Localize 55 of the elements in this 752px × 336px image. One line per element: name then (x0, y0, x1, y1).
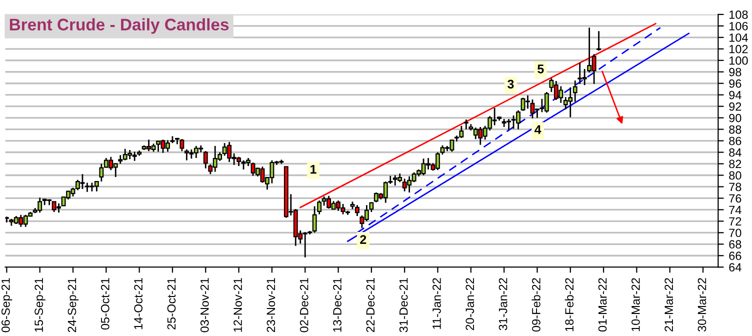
annotation: 1 (310, 164, 316, 174)
x-tick-label: 21-Mar-22 (664, 278, 674, 332)
annotation: 5 (538, 64, 544, 74)
y-tick-label: 80 (729, 171, 742, 180)
y-tick-label: 66 (729, 252, 742, 260)
x-tick-label: 13-Dec-21 (333, 278, 342, 332)
y-tick-label: 106 (729, 22, 748, 30)
x-tick-label: 30-Mar-22 (698, 278, 706, 332)
y-tick-label: 88 (729, 125, 742, 134)
y-tick-label: 108 (729, 10, 748, 19)
x-tick-label: 23-Nov-21 (266, 278, 276, 332)
x-tick-label: 06-Sep-21 (1, 278, 12, 332)
x-tick-label: 18-Feb-22 (564, 278, 574, 332)
y-tick-label: 64 (729, 263, 742, 272)
y-tick-label: 100 (729, 56, 748, 65)
y-tick-label: 76 (729, 194, 742, 203)
y-tick-label: 104 (729, 33, 748, 42)
x-tick-label: 02-Dec-21 (300, 278, 308, 332)
x-tick-label: 24-Sep-21 (68, 278, 79, 332)
candlestick (355, 204, 360, 217)
annotation: 4 (534, 125, 542, 134)
y-tick-label: 90 (729, 114, 742, 122)
x-tick-label: 20-Jan-22 (466, 278, 474, 330)
x-tick-label: 31-Dec-21 (399, 278, 408, 332)
y-tick-label: 86 (729, 136, 742, 146)
x-tick-label: 05-Oct-21 (100, 278, 110, 330)
y-tick-label: 92 (729, 102, 742, 111)
candlestick (572, 80, 578, 102)
y-tick-label: 68 (729, 240, 742, 249)
y-tick-label: 96 (729, 79, 742, 88)
y-tick-label: 82 (729, 160, 742, 168)
y-tick-label: 72 (729, 217, 742, 226)
y-tick-label: 78 (729, 182, 742, 192)
chart-title: Brent Crude - Daily Candles (10, 18, 229, 34)
y-tick-label: 70 (729, 228, 742, 238)
candlestick (180, 138, 184, 152)
x-tick-label: 09-Feb-22 (532, 278, 540, 332)
y-tick-label: 84 (729, 148, 742, 157)
y-tick-label: 102 (729, 44, 748, 54)
x-tick-label: 25-Oct-21 (167, 278, 176, 330)
candlestick (596, 30, 602, 52)
x-tick-label: 03-Nov-21 (200, 278, 209, 332)
x-tick-label: 31-Jan-22 (498, 278, 508, 330)
annotation: 2 (360, 235, 366, 244)
x-tick-label: 11-Jan-22 (432, 278, 441, 329)
x-tick-label: 22-Dec-21 (366, 278, 375, 332)
y-tick-label: 94 (729, 90, 742, 100)
x-tick-label: 14-Oct-21 (134, 278, 142, 330)
x-tick-label: 01-Mar-22 (598, 278, 607, 332)
annotation: 3 (508, 80, 514, 89)
y-tick-label: 98 (729, 68, 742, 76)
x-tick-label: 10-Mar-22 (631, 278, 640, 332)
x-tick-label: 12-Nov-21 (234, 278, 242, 332)
y-tick-label: 74 (729, 206, 742, 214)
x-tick-label: 15-Sep-21 (34, 278, 46, 332)
